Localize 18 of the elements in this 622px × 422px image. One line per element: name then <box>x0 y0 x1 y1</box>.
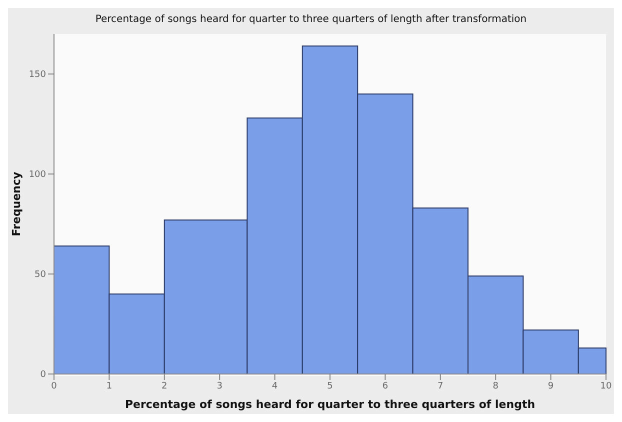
y-tick-label: 150 <box>28 70 46 80</box>
x-tick-label: 3 <box>216 381 222 392</box>
x-tick-label: 1 <box>106 381 112 392</box>
chart-title: Percentage of songs heard for quarter to three quarters of length after transformation <box>94 13 528 27</box>
x-tick-label: 9 <box>548 381 554 392</box>
x-tick-label: 5 <box>327 381 333 392</box>
x-tick-label: 7 <box>438 381 444 392</box>
x-tick-label: 2 <box>162 381 168 392</box>
x-tick-label: 4 <box>272 381 278 392</box>
y-axis-title: Frequency <box>10 172 23 236</box>
x-tick-label: 8 <box>492 381 499 392</box>
y-tick-label: 0 <box>40 370 46 380</box>
x-tick-label: 0 <box>51 381 58 392</box>
y-tick-label: 100 <box>28 170 46 180</box>
y-tick-label: 50 <box>34 270 46 280</box>
x-axis-title: Percentage of songs heard for quarter to three quarters of length <box>124 398 536 411</box>
x-tick-label: 10 <box>600 381 612 392</box>
x-tick-label: 6 <box>382 381 388 392</box>
